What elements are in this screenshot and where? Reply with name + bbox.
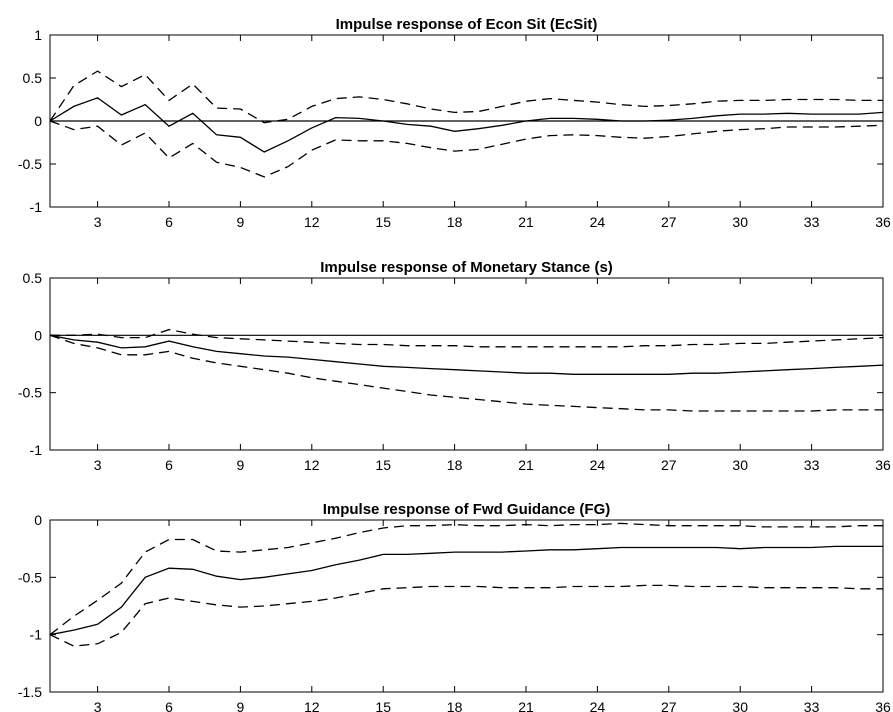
x-tick-label: 9 xyxy=(237,699,245,712)
x-tick-label: 12 xyxy=(304,457,320,473)
x-tick-label: 15 xyxy=(375,699,391,712)
x-tick-label: 27 xyxy=(661,214,677,230)
x-tick-label: 24 xyxy=(590,699,606,712)
axes-box xyxy=(49,277,884,451)
x-tick-label: 18 xyxy=(447,699,463,712)
impulse-response-line xyxy=(49,97,884,153)
y-tick-label: 0 xyxy=(34,327,42,343)
x-tick-label: 33 xyxy=(804,699,820,712)
x-tick-label: 12 xyxy=(304,699,320,712)
x-tick-label: 15 xyxy=(375,457,391,473)
panel-title: Impulse response of Monetary Stance (s) xyxy=(320,259,613,276)
confidence-band-line xyxy=(49,120,884,178)
x-tick-label: 21 xyxy=(518,699,534,712)
y-tick-label: -1 xyxy=(30,442,43,458)
x-tick-label: 27 xyxy=(661,457,677,473)
y-tick-label: 0 xyxy=(34,512,42,528)
impulse-response-line xyxy=(49,334,884,375)
confidence-band-line xyxy=(49,522,883,636)
panel-title: Impulse response of Fwd Guidance (FG) xyxy=(323,501,611,518)
x-tick-label: 18 xyxy=(447,457,463,473)
confidence-band-line xyxy=(50,328,884,348)
x-tick-label: 33 xyxy=(804,214,820,230)
x-tick-label: 30 xyxy=(732,457,748,473)
y-tick-label: -1 xyxy=(30,199,43,215)
y-tick-label: 0.5 xyxy=(23,70,43,86)
x-tick-label: 12 xyxy=(304,214,320,230)
panel-monetary-stance: Impulse response of Monetary Stance (s) … xyxy=(18,259,891,473)
x-tick-label: 21 xyxy=(518,457,534,473)
y-tick-label: 0.5 xyxy=(23,270,43,286)
confidence-band-line xyxy=(49,70,883,124)
x-tick-label: 33 xyxy=(804,457,820,473)
y-tick-label: -0.5 xyxy=(18,569,42,585)
x-tick-label: 6 xyxy=(165,457,173,473)
x-tick-label: 30 xyxy=(732,214,748,230)
axes-box xyxy=(49,519,884,693)
x-tick-label: 3 xyxy=(94,699,102,712)
x-tick-label: 3 xyxy=(94,457,102,473)
y-tick-label: -0.5 xyxy=(18,156,42,172)
confidence-band-line xyxy=(49,584,883,647)
y-tick-label: -1 xyxy=(30,627,43,643)
y-tick-label: 1 xyxy=(34,27,42,43)
panel-title: Impulse response of Econ Sit (EcSit) xyxy=(336,16,598,33)
y-tick-label: -1.5 xyxy=(18,684,42,700)
confidence-band-line xyxy=(49,334,883,412)
x-tick-label: 6 xyxy=(165,214,173,230)
x-tick-label: 3 xyxy=(94,214,102,230)
x-tick-label: 30 xyxy=(732,699,748,712)
x-tick-label: 6 xyxy=(165,699,173,712)
impulse-response-line xyxy=(49,545,883,636)
x-tick-label: 9 xyxy=(237,457,245,473)
x-tick-label: 36 xyxy=(875,457,891,473)
y-tick-label: -0.5 xyxy=(18,385,42,401)
x-tick-label: 24 xyxy=(590,214,606,230)
x-tick-label: 15 xyxy=(375,214,391,230)
x-tick-label: 24 xyxy=(590,457,606,473)
x-tick-label: 36 xyxy=(875,699,891,712)
x-tick-label: 21 xyxy=(518,214,534,230)
x-tick-label: 36 xyxy=(875,214,891,230)
x-tick-label: 27 xyxy=(661,699,677,712)
y-tick-label: 0 xyxy=(34,113,42,129)
x-tick-label: 9 xyxy=(237,214,245,230)
x-tick-label: 18 xyxy=(447,214,463,230)
